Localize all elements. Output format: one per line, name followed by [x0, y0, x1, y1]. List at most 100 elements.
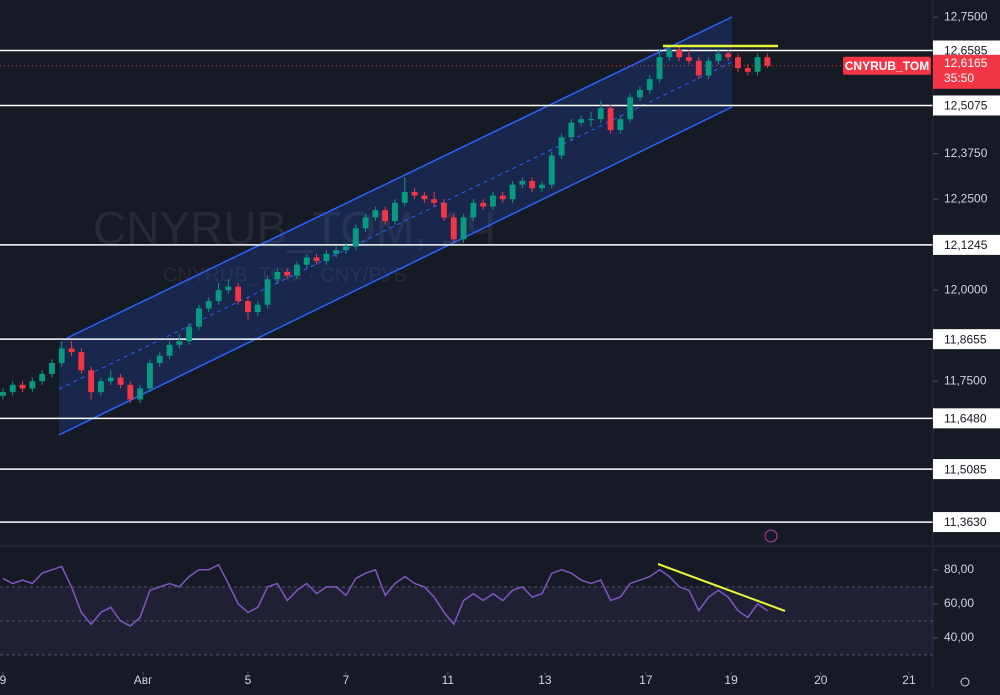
candle-body — [323, 253, 330, 262]
level-label: 11,8655 — [944, 332, 987, 346]
candle-body — [147, 363, 153, 389]
level-label-box — [933, 408, 1000, 429]
last-price-label: 12,6165 — [944, 56, 988, 70]
candle-body — [107, 377, 114, 382]
candle-body — [137, 388, 144, 400]
level-label: 12,5075 — [944, 99, 988, 113]
candle-body — [303, 257, 310, 265]
countdown-label: 35:50 — [944, 71, 974, 85]
candle-body — [127, 384, 134, 400]
candle-body — [156, 355, 163, 363]
candle-body — [539, 184, 545, 189]
y-tick-label: 12,7500 — [944, 9, 988, 23]
candle-body — [627, 97, 634, 120]
y-tick-label: 12,0000 — [944, 282, 988, 296]
candle-body — [313, 257, 320, 262]
candle-body — [578, 119, 585, 123]
x-tick-label: 5 — [245, 673, 252, 687]
x-tick-label: 21 — [902, 673, 916, 687]
y-tick-label: 11,7500 — [944, 373, 987, 387]
candle-body — [637, 90, 643, 98]
candle-body — [186, 326, 193, 342]
candle-body — [284, 272, 291, 276]
channel-upper — [66, 16, 733, 339]
level-label: 11,6480 — [944, 411, 987, 425]
candle-body — [646, 79, 653, 90]
candle-body — [39, 373, 46, 382]
level-label: 11,5085 — [944, 462, 987, 476]
channel-fill — [59, 17, 732, 435]
candle-body — [617, 119, 624, 131]
candle-body — [294, 264, 300, 276]
candle-body — [529, 181, 536, 189]
channel-lower — [58, 106, 733, 436]
candle-body — [382, 210, 389, 222]
candle-body — [568, 122, 575, 138]
y-tick-label: 12,3750 — [944, 146, 988, 160]
divergence-line — [657, 563, 786, 612]
x-tick-label: 19 — [724, 673, 738, 687]
x-tick-label: 20 — [814, 673, 828, 687]
level-label-box — [933, 329, 1000, 350]
rsi-tick-label: 40,00 — [944, 630, 974, 644]
candle-body — [441, 202, 447, 218]
candle-body — [225, 286, 232, 291]
candle-body — [695, 60, 702, 76]
candle-body — [597, 108, 604, 120]
candle-body — [421, 195, 428, 200]
candle-body — [176, 341, 183, 345]
candle-body — [362, 217, 369, 229]
x-tick-label: 9 — [0, 673, 7, 687]
candle-body — [196, 308, 202, 327]
candle-body — [274, 272, 281, 280]
symbol-label: CNYRUB_TOM — [845, 59, 929, 73]
level-label-box — [933, 459, 1000, 480]
candle-body — [245, 301, 251, 313]
candle-body — [754, 57, 761, 72]
candle-body — [460, 217, 467, 240]
candle-body — [686, 57, 692, 61]
candle-body — [9, 384, 16, 393]
candle-body — [215, 290, 222, 302]
candle-body — [352, 228, 359, 247]
candle-body — [480, 202, 487, 207]
symbol-box — [843, 56, 931, 75]
candle-body — [98, 381, 104, 393]
candle-body — [470, 202, 477, 218]
candle-body — [725, 53, 732, 58]
candle-body — [0, 392, 6, 396]
candle-body — [548, 155, 555, 185]
level-label: 12,1245 — [944, 238, 988, 252]
candle-body — [166, 344, 173, 356]
candle-body — [509, 184, 516, 200]
candle-body — [343, 246, 349, 251]
x-tick-label: 7 — [343, 673, 350, 687]
candle-body — [735, 57, 741, 69]
candle-body — [411, 191, 418, 196]
settings-icon[interactable] — [960, 677, 970, 687]
event-icon[interactable] — [764, 529, 778, 543]
candle-body — [656, 57, 663, 80]
candle-body — [78, 352, 85, 371]
level-label: 11,3630 — [944, 515, 987, 529]
candle-body — [264, 279, 271, 305]
candle-body — [705, 60, 712, 76]
candle-body — [254, 304, 261, 313]
candle-body — [205, 301, 212, 309]
candle-body — [431, 199, 438, 203]
candle-body — [401, 191, 408, 203]
rsi-line — [2, 563, 768, 627]
rsi-tick-label: 60,00 — [944, 596, 974, 610]
candle-body — [58, 348, 65, 363]
candle-body — [333, 250, 340, 254]
candle-body — [744, 68, 751, 72]
candle-body — [764, 57, 771, 66]
candle-body — [490, 195, 496, 207]
candle-body — [68, 348, 75, 353]
candle-body — [392, 202, 398, 222]
rsi-tick-label: 80,00 — [944, 562, 974, 576]
candle-body — [19, 384, 26, 389]
x-tick-label: Авг — [134, 673, 153, 687]
x-tick-label: 11 — [442, 673, 455, 687]
